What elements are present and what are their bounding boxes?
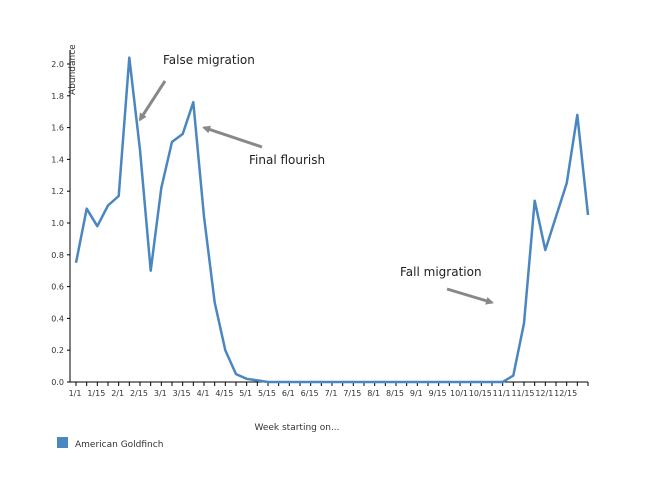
x-axis-title: Week starting on... [254,423,339,433]
y-tick-label: 1.4 [51,155,64,164]
x-tick-label: 7/15 [343,389,361,398]
y-tick-label: 1.0 [51,219,64,228]
annotation-label: Fall migration [400,265,482,279]
x-tick-label: 9/15 [429,389,447,398]
x-tick-label: 3/1 [154,389,167,398]
x-tick-label: 12/15 [554,389,577,398]
x-tick-label: 6/1 [282,389,295,398]
x-tick-label: 8/15 [386,389,404,398]
x-tick-label: 12/1 [535,389,553,398]
x-tick-label: 6/15 [301,389,319,398]
x-tick-label: 2/15 [130,389,148,398]
x-tick-label: 4/15 [215,389,233,398]
annotation-arrow [138,80,167,122]
axes: 0.0 0.2 0.4 0.6 0.8 1.0 1.2 1.4 1.6 1.8 2.0 1/1 1/15… [51,50,589,398]
x-tick-label: 1/15 [87,389,105,398]
series [74,56,590,384]
y-tick-label: 0.8 [51,251,64,260]
x-tick-label: 11/1 [493,389,511,398]
x-tick-label: 2/1 [111,389,124,398]
y-tick-label: 0.4 [51,314,64,323]
legend-swatch [57,437,68,448]
y-tick-label: 0.2 [51,346,64,355]
series-line-american-goldfinch [74,56,590,384]
y-tick-label: 0.6 [51,283,64,292]
x-tick-label: 10/15 [469,389,492,398]
x-tick-label: 4/1 [197,389,210,398]
x-tick-label: 11/15 [511,389,534,398]
x-tick-label: 10/1 [450,389,468,398]
x-tick-label: 1/1 [69,389,82,398]
y-axis-title: Abundance [68,44,78,95]
annotation-arrow [446,287,494,305]
x-tick-label: 7/1 [325,389,338,398]
x-tick-label: 5/15 [258,389,276,398]
y-tick-label: 1.8 [51,92,64,101]
y-tick-label: 0.0 [51,378,64,387]
x-tick-label: 9/1 [410,389,423,398]
x-tick-label: 3/15 [173,389,191,398]
y-tick-label: 1.2 [51,187,64,196]
y-tick-label: 1.6 [51,124,64,133]
x-tick-label: 8/1 [367,389,380,398]
annotation-arrow [202,125,263,149]
annotations: False migration Final flourish Fall migrat… [138,53,494,305]
x-tick-label: 5/1 [239,389,252,398]
legend-label: American Goldfinch [75,440,163,450]
y-tick-label: 2.0 [51,60,64,69]
annotation-label: False migration [163,53,255,67]
annotation-label: Final flourish [249,153,325,167]
